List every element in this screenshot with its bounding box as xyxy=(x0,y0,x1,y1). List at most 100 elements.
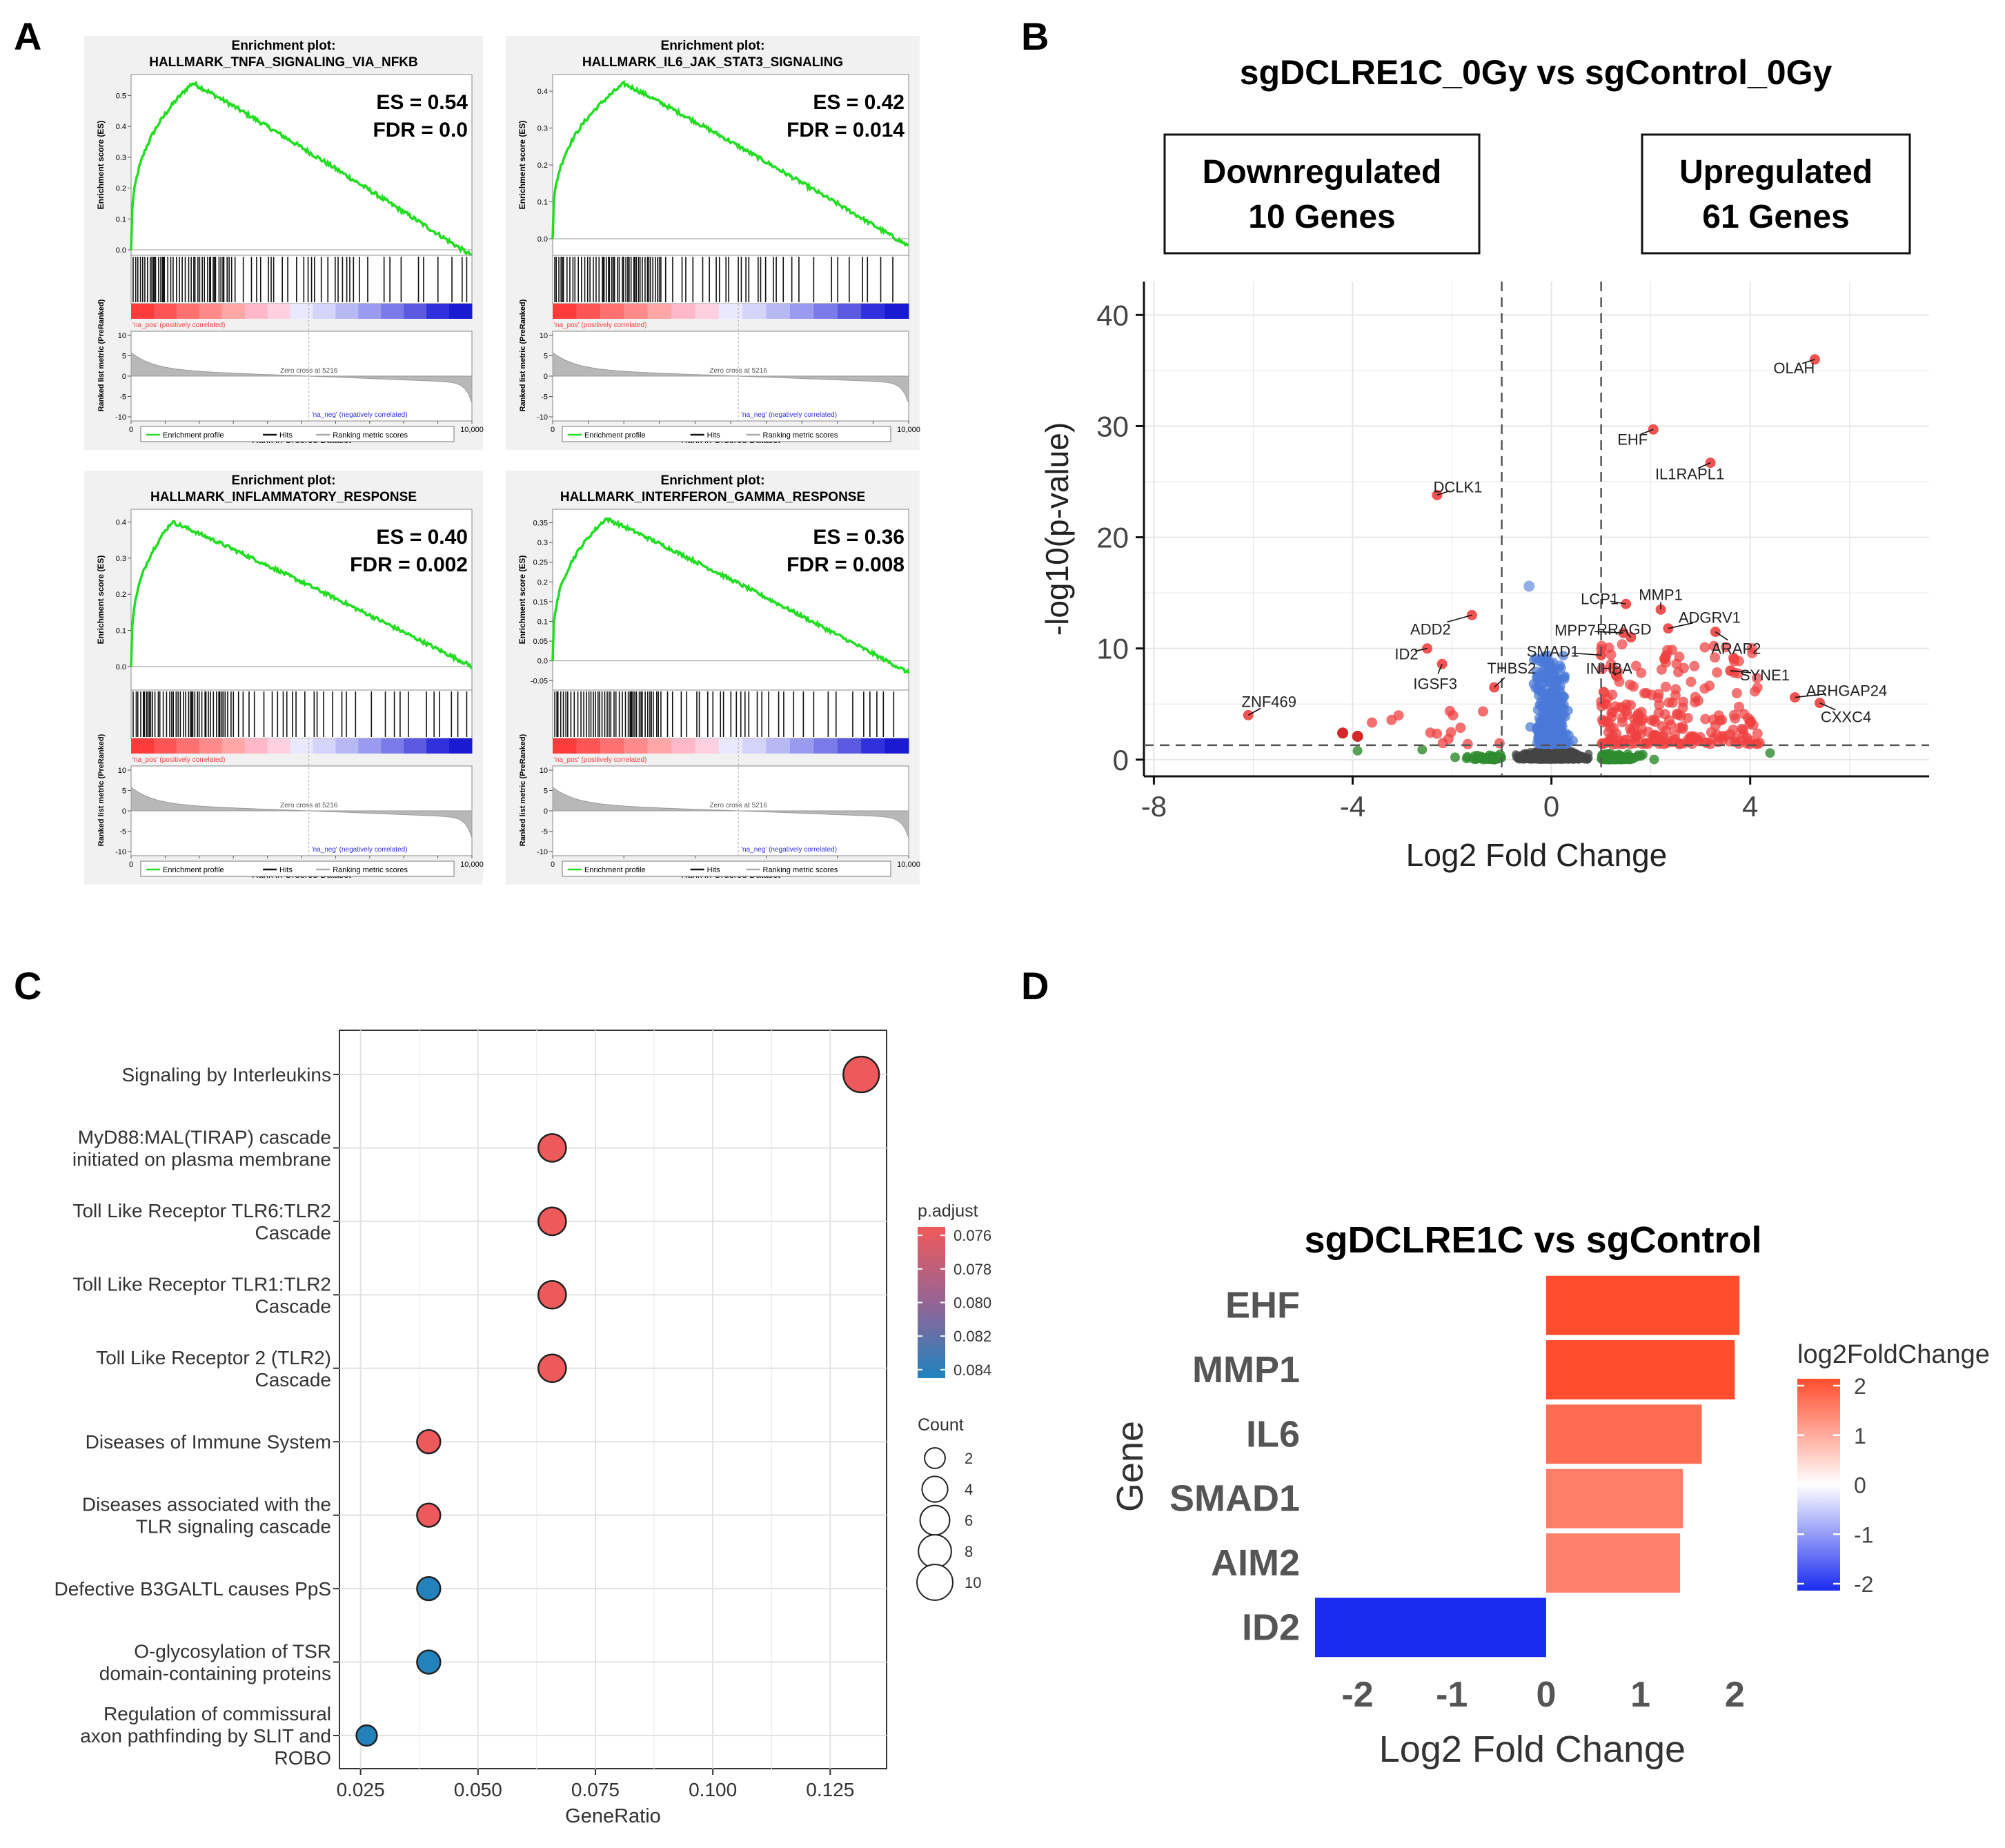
term-dot xyxy=(416,1429,442,1455)
es-axis-label: Enrichment score (ES) xyxy=(96,556,106,645)
upregulated-point xyxy=(1603,727,1614,738)
metric-tick-label: 10 xyxy=(540,332,548,340)
es-tick-label: 0.0 xyxy=(537,658,548,666)
strip-segment xyxy=(153,738,177,754)
strip-segment xyxy=(695,738,720,754)
strip-segment xyxy=(742,304,767,319)
gene-label: LCP1 xyxy=(1581,590,1619,607)
upregulated-point xyxy=(1700,714,1711,725)
gene-category-label: EHF xyxy=(1225,1285,1300,1326)
es-tick-label: 0.0 xyxy=(116,246,126,255)
bar-x-tick-label: -1 xyxy=(1436,1675,1468,1715)
downregulated-point xyxy=(1444,705,1455,716)
es-tick-label: 0.2 xyxy=(537,578,548,587)
strip-segment xyxy=(553,738,577,754)
non-significant-point xyxy=(1526,747,1535,756)
volcano-y-tick-label: 10 xyxy=(1096,633,1129,665)
hits-area xyxy=(130,255,473,304)
strip-segment xyxy=(131,304,155,319)
strip-segment xyxy=(813,304,838,319)
large-fc-nonsig-point xyxy=(1417,745,1428,755)
volcano-y-tick-label: 0 xyxy=(1113,744,1129,776)
lfc-tick-label: -1 xyxy=(1854,1522,1873,1547)
bar-chart-title: sgDCLRE1C vs sgControl xyxy=(1304,1219,1761,1261)
gene-label: IGSF3 xyxy=(1413,675,1457,692)
metric-tick-label: 5 xyxy=(544,787,548,796)
upregulated-point xyxy=(1729,653,1740,664)
legend-entry: Hits xyxy=(707,431,720,440)
strip-segment xyxy=(290,738,313,754)
strip-segment xyxy=(313,304,336,319)
significant-small-fc-point xyxy=(1543,674,1553,685)
es-tick-label: 0.1 xyxy=(116,215,126,224)
neg-correlated-label: 'na_neg' (negatively correlated) xyxy=(741,411,837,419)
upregulated-point xyxy=(1660,651,1671,662)
es-tick-label: 0.3 xyxy=(116,154,126,162)
upregulated-point xyxy=(1689,660,1700,671)
upregulated-point xyxy=(1739,709,1750,720)
metric-tick-label: -5 xyxy=(541,828,548,836)
es-axis-label: Enrichment score (ES) xyxy=(517,556,527,645)
non-significant-point xyxy=(1519,754,1528,763)
es-tick-label: 0.3 xyxy=(537,539,548,547)
upregulated-point xyxy=(1598,687,1609,697)
bar-x-tick-label: 0 xyxy=(1536,1675,1556,1715)
gene-category-label: IL6 xyxy=(1246,1413,1300,1455)
upregulated-point xyxy=(1728,725,1739,735)
count-legend-title: Count xyxy=(918,1415,964,1435)
gene-label: EHF xyxy=(1617,431,1648,448)
enrichment-profile-curve xyxy=(130,520,473,670)
upregulated-point xyxy=(1626,700,1636,711)
term-label: MyD88:MAL(TIRAP) cascade xyxy=(78,1126,331,1148)
term-label: Signaling by Interleukins xyxy=(121,1064,331,1085)
gsea-title-prefix: Enrichment plot: xyxy=(661,473,765,488)
upregulated-point xyxy=(1706,727,1717,738)
gene-label: DCLK1 xyxy=(1433,478,1482,495)
upregulated-point xyxy=(1730,713,1741,724)
strip-segment xyxy=(647,738,672,754)
gene-label: CXXC4 xyxy=(1821,709,1871,726)
gene-label: MMP1 xyxy=(1639,586,1683,603)
term-label: Diseases associated with the xyxy=(82,1494,331,1515)
strip-segment xyxy=(718,738,743,754)
strip-segment xyxy=(695,304,720,319)
significant-small-fc-point xyxy=(1532,705,1543,715)
large-fc-nonsig-point xyxy=(1450,752,1460,763)
dotplot-x-label: GeneRatio xyxy=(565,1805,661,1827)
es-value: ES = 0.40 xyxy=(376,526,468,549)
metric-tick-label: 5 xyxy=(122,353,126,361)
es-tick-label: 0.4 xyxy=(116,518,126,527)
bar-mmp1 xyxy=(1545,1340,1735,1399)
zero-cross-label: Zero cross at 5216 xyxy=(280,802,338,809)
term-label: Cascade xyxy=(255,1369,331,1390)
strip-segment xyxy=(553,304,577,319)
upregulated-point xyxy=(1708,640,1719,651)
upregulated-point xyxy=(1674,738,1685,749)
significant-small-fc-point xyxy=(1552,729,1563,739)
upregulated-point xyxy=(1752,728,1763,739)
downregulated-point xyxy=(1443,734,1454,745)
term-dot xyxy=(842,1055,880,1094)
es-axis-label: Enrichment score (ES) xyxy=(517,121,527,210)
strip-segment xyxy=(244,738,268,754)
term-dot xyxy=(537,1353,567,1384)
gene-category-label: AIM2 xyxy=(1211,1542,1300,1584)
metric-tick-label: -10 xyxy=(115,848,126,856)
down-box xyxy=(1163,133,1481,255)
legend-entry: Ranking metric scores xyxy=(763,866,838,874)
es-tick-label: 0.05 xyxy=(533,638,548,646)
upregulated-point xyxy=(1678,696,1689,707)
upregulated-point xyxy=(1677,723,1688,734)
upregulated-point xyxy=(1614,702,1626,713)
upregulated-point xyxy=(1747,648,1758,658)
bar-x-tick-label: 1 xyxy=(1630,1675,1650,1715)
gene-label-leader xyxy=(1668,622,1694,629)
term-label: ROBO xyxy=(275,1747,331,1769)
upregulated-point xyxy=(1617,639,1628,650)
hit-bars xyxy=(132,691,468,737)
gene-label-leader xyxy=(1594,631,1624,633)
upregulated-point xyxy=(1731,688,1742,698)
ranking-strip xyxy=(553,304,909,319)
ranking-strip xyxy=(131,738,473,754)
